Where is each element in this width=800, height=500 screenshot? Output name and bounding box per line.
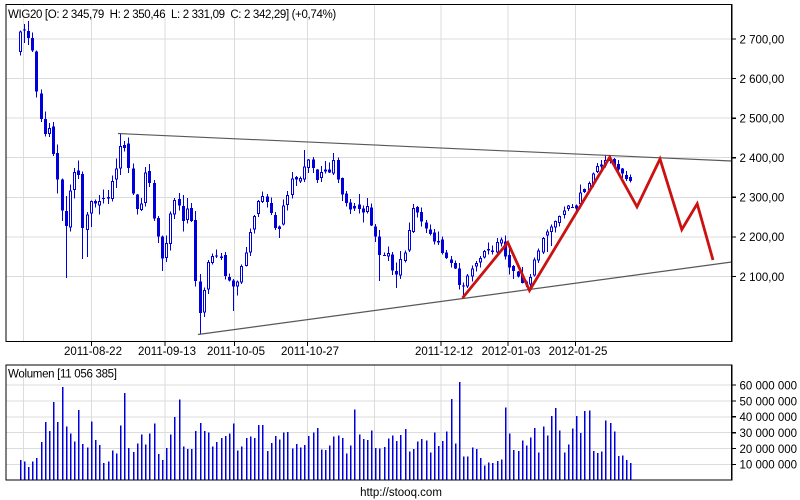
- svg-text:2011-10-27: 2011-10-27: [281, 346, 339, 358]
- svg-text:2 300,00: 2 300,00: [740, 193, 785, 205]
- svg-text:2 700,00: 2 700,00: [740, 34, 785, 46]
- svg-text:2011-10-05: 2011-10-05: [207, 346, 265, 358]
- svg-text:2012-01-03: 2012-01-03: [482, 346, 541, 358]
- svg-text:2011-09-13: 2011-09-13: [138, 346, 196, 358]
- svg-text:2011-12-12: 2011-12-12: [415, 346, 473, 358]
- svg-text:Wolumen [11 056 385]: Wolumen [11 056 385]: [8, 369, 117, 381]
- svg-text:20 000 000: 20 000 000: [740, 444, 798, 456]
- svg-text:2 400,00: 2 400,00: [740, 153, 785, 165]
- svg-text:2 500,00: 2 500,00: [740, 114, 785, 126]
- svg-text:30 000 000: 30 000 000: [740, 428, 798, 440]
- svg-text:60 000 000: 60 000 000: [740, 380, 798, 392]
- svg-text:2012-01-25: 2012-01-25: [549, 346, 608, 358]
- svg-text:2 600,00: 2 600,00: [740, 74, 785, 86]
- svg-text:2 200,00: 2 200,00: [740, 232, 785, 244]
- svg-text:40 000 000: 40 000 000: [740, 412, 798, 424]
- svg-text:WIG20 [O: 2 345,79 H: 2 350,4: WIG20 [O: 2 345,79 H: 2 350,46 L: 2 331,…: [8, 9, 336, 21]
- svg-text:http://stooq.com: http://stooq.com: [360, 487, 442, 499]
- svg-text:50 000 000: 50 000 000: [740, 396, 798, 408]
- svg-text:2 100,00: 2 100,00: [740, 272, 785, 284]
- svg-text:2011-08-22: 2011-08-22: [64, 346, 122, 358]
- svg-text:10 000 000: 10 000 000: [740, 460, 798, 472]
